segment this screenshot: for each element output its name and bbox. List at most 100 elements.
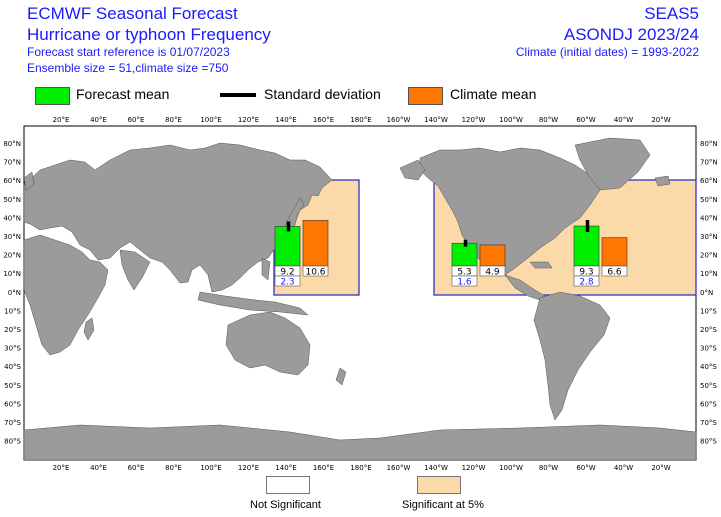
lat-tick-label: 40°N	[700, 214, 718, 222]
lon-tick-label: 60°E	[128, 464, 145, 472]
climate-value-box	[302, 265, 329, 277]
lon-tick-label: 140°W	[424, 116, 448, 124]
lat-tick-label: 50°S	[4, 382, 21, 390]
lat-tick-label: 80°N	[700, 140, 718, 148]
climate-bar	[302, 220, 329, 267]
lon-tick-label: 140°E	[275, 116, 296, 124]
climate-bar	[479, 244, 506, 267]
climate-mean-value: 10.6	[305, 268, 325, 278]
lon-tick-label: 100°E	[200, 116, 221, 124]
ensemble-size: Ensemble size = 51,climate size =750	[27, 61, 229, 75]
climate-mean-legend-label: Climate mean	[450, 86, 537, 102]
lat-tick-label: 70°S	[700, 419, 717, 427]
lat-tick-label: 60°N	[700, 177, 718, 185]
lon-tick-label: 80°E	[165, 464, 182, 472]
lat-tick-label: 40°S	[700, 363, 717, 371]
lat-tick-label: 30°S	[700, 345, 717, 353]
std-dev-value: 2.3	[280, 278, 294, 288]
lat-tick-label: 30°S	[4, 345, 21, 353]
lat-tick-label: 10°S	[4, 307, 21, 315]
std-dev-value: 2.8	[579, 278, 594, 288]
climate-bar	[601, 237, 628, 267]
lon-tick-label: 100°E	[200, 464, 221, 472]
lat-tick-label: 10°N	[3, 270, 21, 278]
climate-period: Climate (initial dates) = 1993-2022	[515, 45, 699, 59]
lon-tick-label: 160°W	[387, 116, 411, 124]
india-land	[119, 249, 151, 291]
lon-tick-label: 120°W	[462, 464, 486, 472]
lon-tick-label: 120°E	[238, 464, 259, 472]
lat-tick-label: 60°S	[4, 400, 21, 408]
lat-tick-label: 0°N	[8, 289, 21, 297]
climate-mean-swatch	[408, 87, 443, 105]
lat-tick-label: 50°N	[700, 196, 718, 204]
lon-tick-label: 40°E	[90, 116, 107, 124]
lon-tick-label: 20°W	[651, 464, 670, 472]
lat-tick-label: 80°S	[4, 438, 21, 446]
australia-land	[225, 311, 311, 376]
lon-tick-label: 40°W	[614, 464, 633, 472]
lat-tick-label: 10°N	[700, 270, 718, 278]
lat-tick-label: 50°N	[3, 196, 21, 204]
lon-tick-label: 100°W	[499, 464, 523, 472]
antarctica-land	[23, 424, 697, 461]
climate-value-box	[601, 265, 628, 277]
axis-labels: 20°E 20°E 40°E 40°E 60°E 60°E 80°E 80°E 100°E 100…	[3, 116, 717, 472]
season-label: ASONDJ 2023/24	[563, 25, 699, 44]
lat-tick-label: 70°N	[3, 159, 21, 167]
lon-tick-label: 140°E	[275, 464, 296, 472]
greenland-land	[574, 137, 651, 191]
climate-mean-value: 4.9	[485, 268, 500, 278]
land-masses	[23, 137, 697, 461]
south-america-land	[533, 291, 611, 421]
lon-tick-label: 20°E	[53, 116, 70, 124]
lon-tick-label: 80°W	[539, 464, 558, 472]
climate-mean-value: 6.6	[607, 268, 622, 278]
lat-tick-label: 10°S	[700, 307, 717, 315]
forecast-mean-legend-label: Forecast mean	[76, 86, 170, 102]
std-dev-swatch	[220, 93, 256, 97]
std-dev-value-box	[573, 275, 600, 287]
lat-tick-label: 70°N	[700, 159, 718, 167]
lat-tick-label: 70°S	[4, 419, 21, 427]
chart-subtitle: Hurricane or typhoon Frequency	[27, 25, 271, 44]
lon-tick-label: 120°W	[462, 116, 486, 124]
lon-tick-label: 80°E	[165, 116, 182, 124]
lon-tick-label: 40°W	[614, 116, 633, 124]
system-name: SEAS5	[644, 4, 699, 23]
lon-tick-label: 60°W	[576, 116, 595, 124]
lon-tick-label: 180°E	[350, 464, 371, 472]
lat-tick-label: 30°N	[3, 233, 21, 241]
chart-title: ECMWF Seasonal Forecast	[27, 4, 238, 23]
forecast-mean-value: 9.3	[579, 268, 593, 278]
lon-tick-label: 100°W	[499, 116, 523, 124]
lat-tick-label: 50°S	[700, 382, 717, 390]
indonesia-land	[197, 291, 309, 316]
lat-tick-label: 20°S	[4, 326, 21, 334]
lat-tick-label: 80°N	[3, 140, 21, 148]
lat-tick-label: 60°S	[700, 400, 717, 408]
forecast-bar	[274, 226, 301, 267]
std-dev-value: 1.6	[457, 278, 472, 288]
climate-value-box	[479, 265, 506, 277]
forecast-start-reference: Forecast start reference is 01/07/2023	[27, 45, 230, 59]
africa-land	[23, 234, 109, 356]
forecast-bar	[573, 225, 600, 267]
lon-tick-label: 160°E	[313, 464, 334, 472]
forecast-mean-value: 5.3	[457, 268, 471, 278]
std-dev-value-box	[451, 275, 478, 287]
significant-swatch	[417, 476, 461, 494]
lon-tick-label: 60°W	[576, 464, 595, 472]
philippines-land	[261, 257, 271, 281]
madagascar-land	[83, 317, 95, 341]
lon-tick-label: 80°W	[539, 116, 558, 124]
lon-tick-label: 120°E	[238, 116, 259, 124]
not-significant-label: Not Significant	[250, 499, 321, 511]
lon-tick-label: 60°E	[128, 116, 145, 124]
new-zealand-land	[335, 367, 347, 386]
iceland-land	[654, 175, 671, 187]
lat-tick-label: 30°N	[700, 233, 718, 241]
forecast-mean-value: 9.2	[280, 268, 294, 278]
uk-land	[23, 171, 35, 191]
